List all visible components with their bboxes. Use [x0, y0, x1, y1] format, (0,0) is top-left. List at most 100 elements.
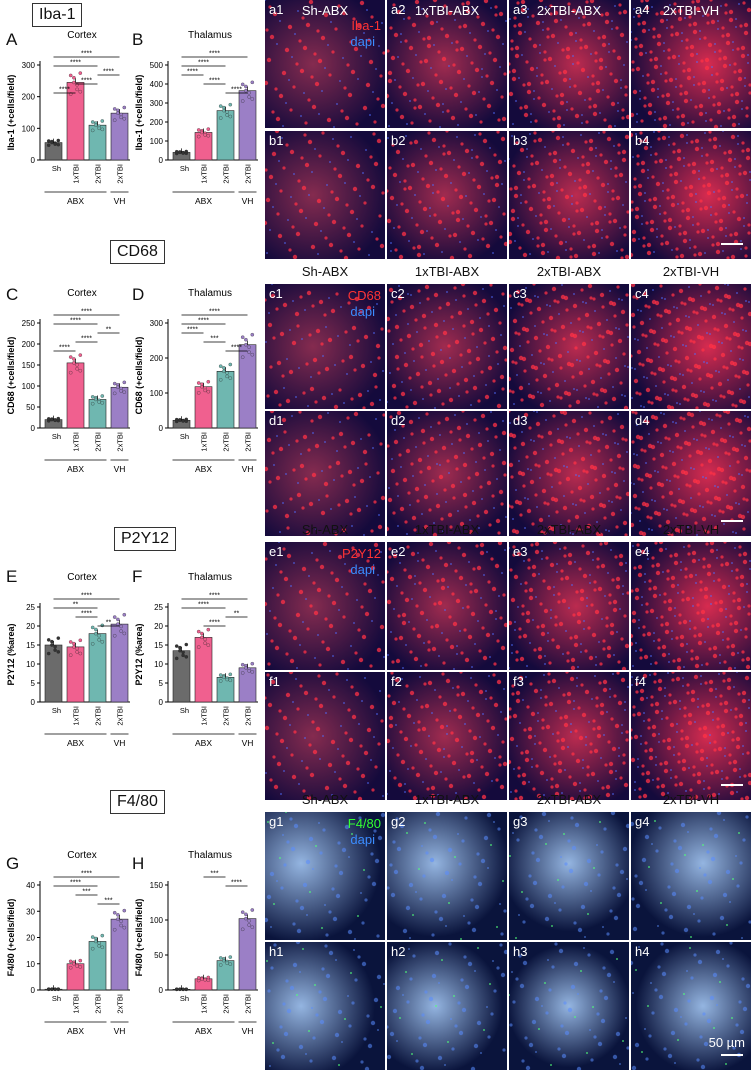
- cell-speck: [727, 116, 731, 120]
- cell-speck: [638, 787, 642, 791]
- cell-speck: [557, 211, 561, 215]
- cell-speck: [412, 475, 414, 477]
- cell-speck: [336, 450, 338, 452]
- cell-speck: [492, 633, 494, 635]
- cell-speck: [537, 296, 539, 298]
- cell-speck: [373, 500, 377, 504]
- cell-speck: [292, 635, 298, 641]
- cell-speck: [525, 455, 529, 459]
- cell-speck: [549, 181, 555, 187]
- cell-speck: [744, 795, 750, 800]
- cell-speck: [582, 759, 584, 761]
- cell-speck: [748, 301, 750, 303]
- data-point: [247, 90, 251, 95]
- cell-speck: [377, 524, 383, 530]
- cell-speck: [589, 326, 593, 330]
- cell-speck: [519, 983, 525, 989]
- cell-speck: [502, 761, 507, 767]
- cell-speck: [608, 212, 612, 216]
- cell-speck: [329, 550, 331, 552]
- cell-speck: [331, 600, 337, 606]
- cell-speck: [731, 308, 735, 312]
- cell-speck: [586, 355, 590, 359]
- data-point: [196, 629, 201, 634]
- cell-speck: [700, 617, 706, 623]
- cell-speck: [671, 678, 675, 682]
- cell-speck: [696, 61, 698, 63]
- cell-speck: [438, 306, 442, 310]
- cell-speck: [388, 287, 394, 293]
- cell-speck: [579, 207, 585, 213]
- cell-speck: [282, 302, 288, 308]
- cell-speck: [635, 296, 639, 300]
- data-point: [225, 113, 229, 117]
- cell-speck: [565, 46, 571, 52]
- cell-speck: [733, 489, 737, 493]
- cell-speck: [527, 468, 529, 470]
- cell-speck: [540, 631, 546, 637]
- cell-speck: [622, 204, 624, 206]
- cell-speck: [380, 719, 384, 723]
- data-point: [72, 962, 76, 966]
- cell-speck: [724, 172, 730, 178]
- cell-speck: [570, 731, 572, 733]
- cell-speck: [461, 839, 465, 843]
- cell-speck: [617, 660, 621, 664]
- micrograph-tile: b3: [509, 131, 629, 259]
- data-point: [122, 105, 127, 110]
- y-tick-label: 500: [150, 61, 164, 70]
- cell-speck: [526, 508, 532, 514]
- cell-speck: [684, 854, 686, 856]
- cell-speck: [671, 672, 675, 674]
- data-point: [228, 672, 233, 677]
- cell-speck: [367, 390, 369, 392]
- cell-speck: [648, 755, 654, 761]
- cell-speck: [663, 308, 669, 314]
- cell-speck: [416, 83, 420, 87]
- cell-speck: [327, 594, 331, 598]
- cell-speck: [437, 421, 441, 425]
- cell-speck: [500, 932, 504, 936]
- cell-speck: [694, 521, 698, 525]
- cell-speck: [289, 149, 295, 155]
- cell-speck: [439, 556, 443, 560]
- cell-speck: [266, 394, 270, 398]
- cell-speck: [663, 50, 665, 52]
- cell-speck: [553, 586, 555, 588]
- cell-speck: [695, 0, 701, 4]
- cell-speck: [679, 416, 683, 420]
- cell-speck: [511, 528, 517, 534]
- cell-speck: [452, 621, 458, 627]
- cell-speck: [718, 341, 720, 343]
- cell-speck: [437, 600, 443, 606]
- cell-speck: [738, 713, 744, 719]
- cell-speck: [713, 191, 715, 193]
- cell-speck: [719, 86, 725, 92]
- cell-speck: [349, 512, 353, 516]
- cell-speck: [638, 619, 640, 621]
- cell-speck: [531, 758, 533, 760]
- cell-speck: [481, 298, 487, 304]
- cell-speck: [401, 424, 405, 428]
- data-point: [174, 149, 179, 154]
- cell-speck: [614, 442, 616, 444]
- cell-speck: [531, 766, 533, 768]
- cell-speck: [702, 844, 704, 846]
- cell-speck: [745, 815, 749, 819]
- cell-speck: [296, 492, 302, 498]
- cell-speck: [706, 530, 710, 534]
- cell-speck: [282, 834, 284, 836]
- cell-speck: [488, 220, 494, 226]
- cell-speck: [503, 688, 505, 690]
- cell-speck: [432, 532, 438, 536]
- cell-speck: [585, 550, 591, 556]
- cell-speck: [484, 469, 486, 471]
- cell-speck: [746, 383, 750, 387]
- cell-speck: [266, 673, 270, 677]
- cell-speck: [511, 360, 515, 364]
- cell-speck: [652, 585, 658, 591]
- cell-speck: [550, 33, 556, 39]
- cell-speck: [354, 978, 358, 982]
- cell-speck: [434, 910, 438, 914]
- cell-speck: [453, 454, 459, 460]
